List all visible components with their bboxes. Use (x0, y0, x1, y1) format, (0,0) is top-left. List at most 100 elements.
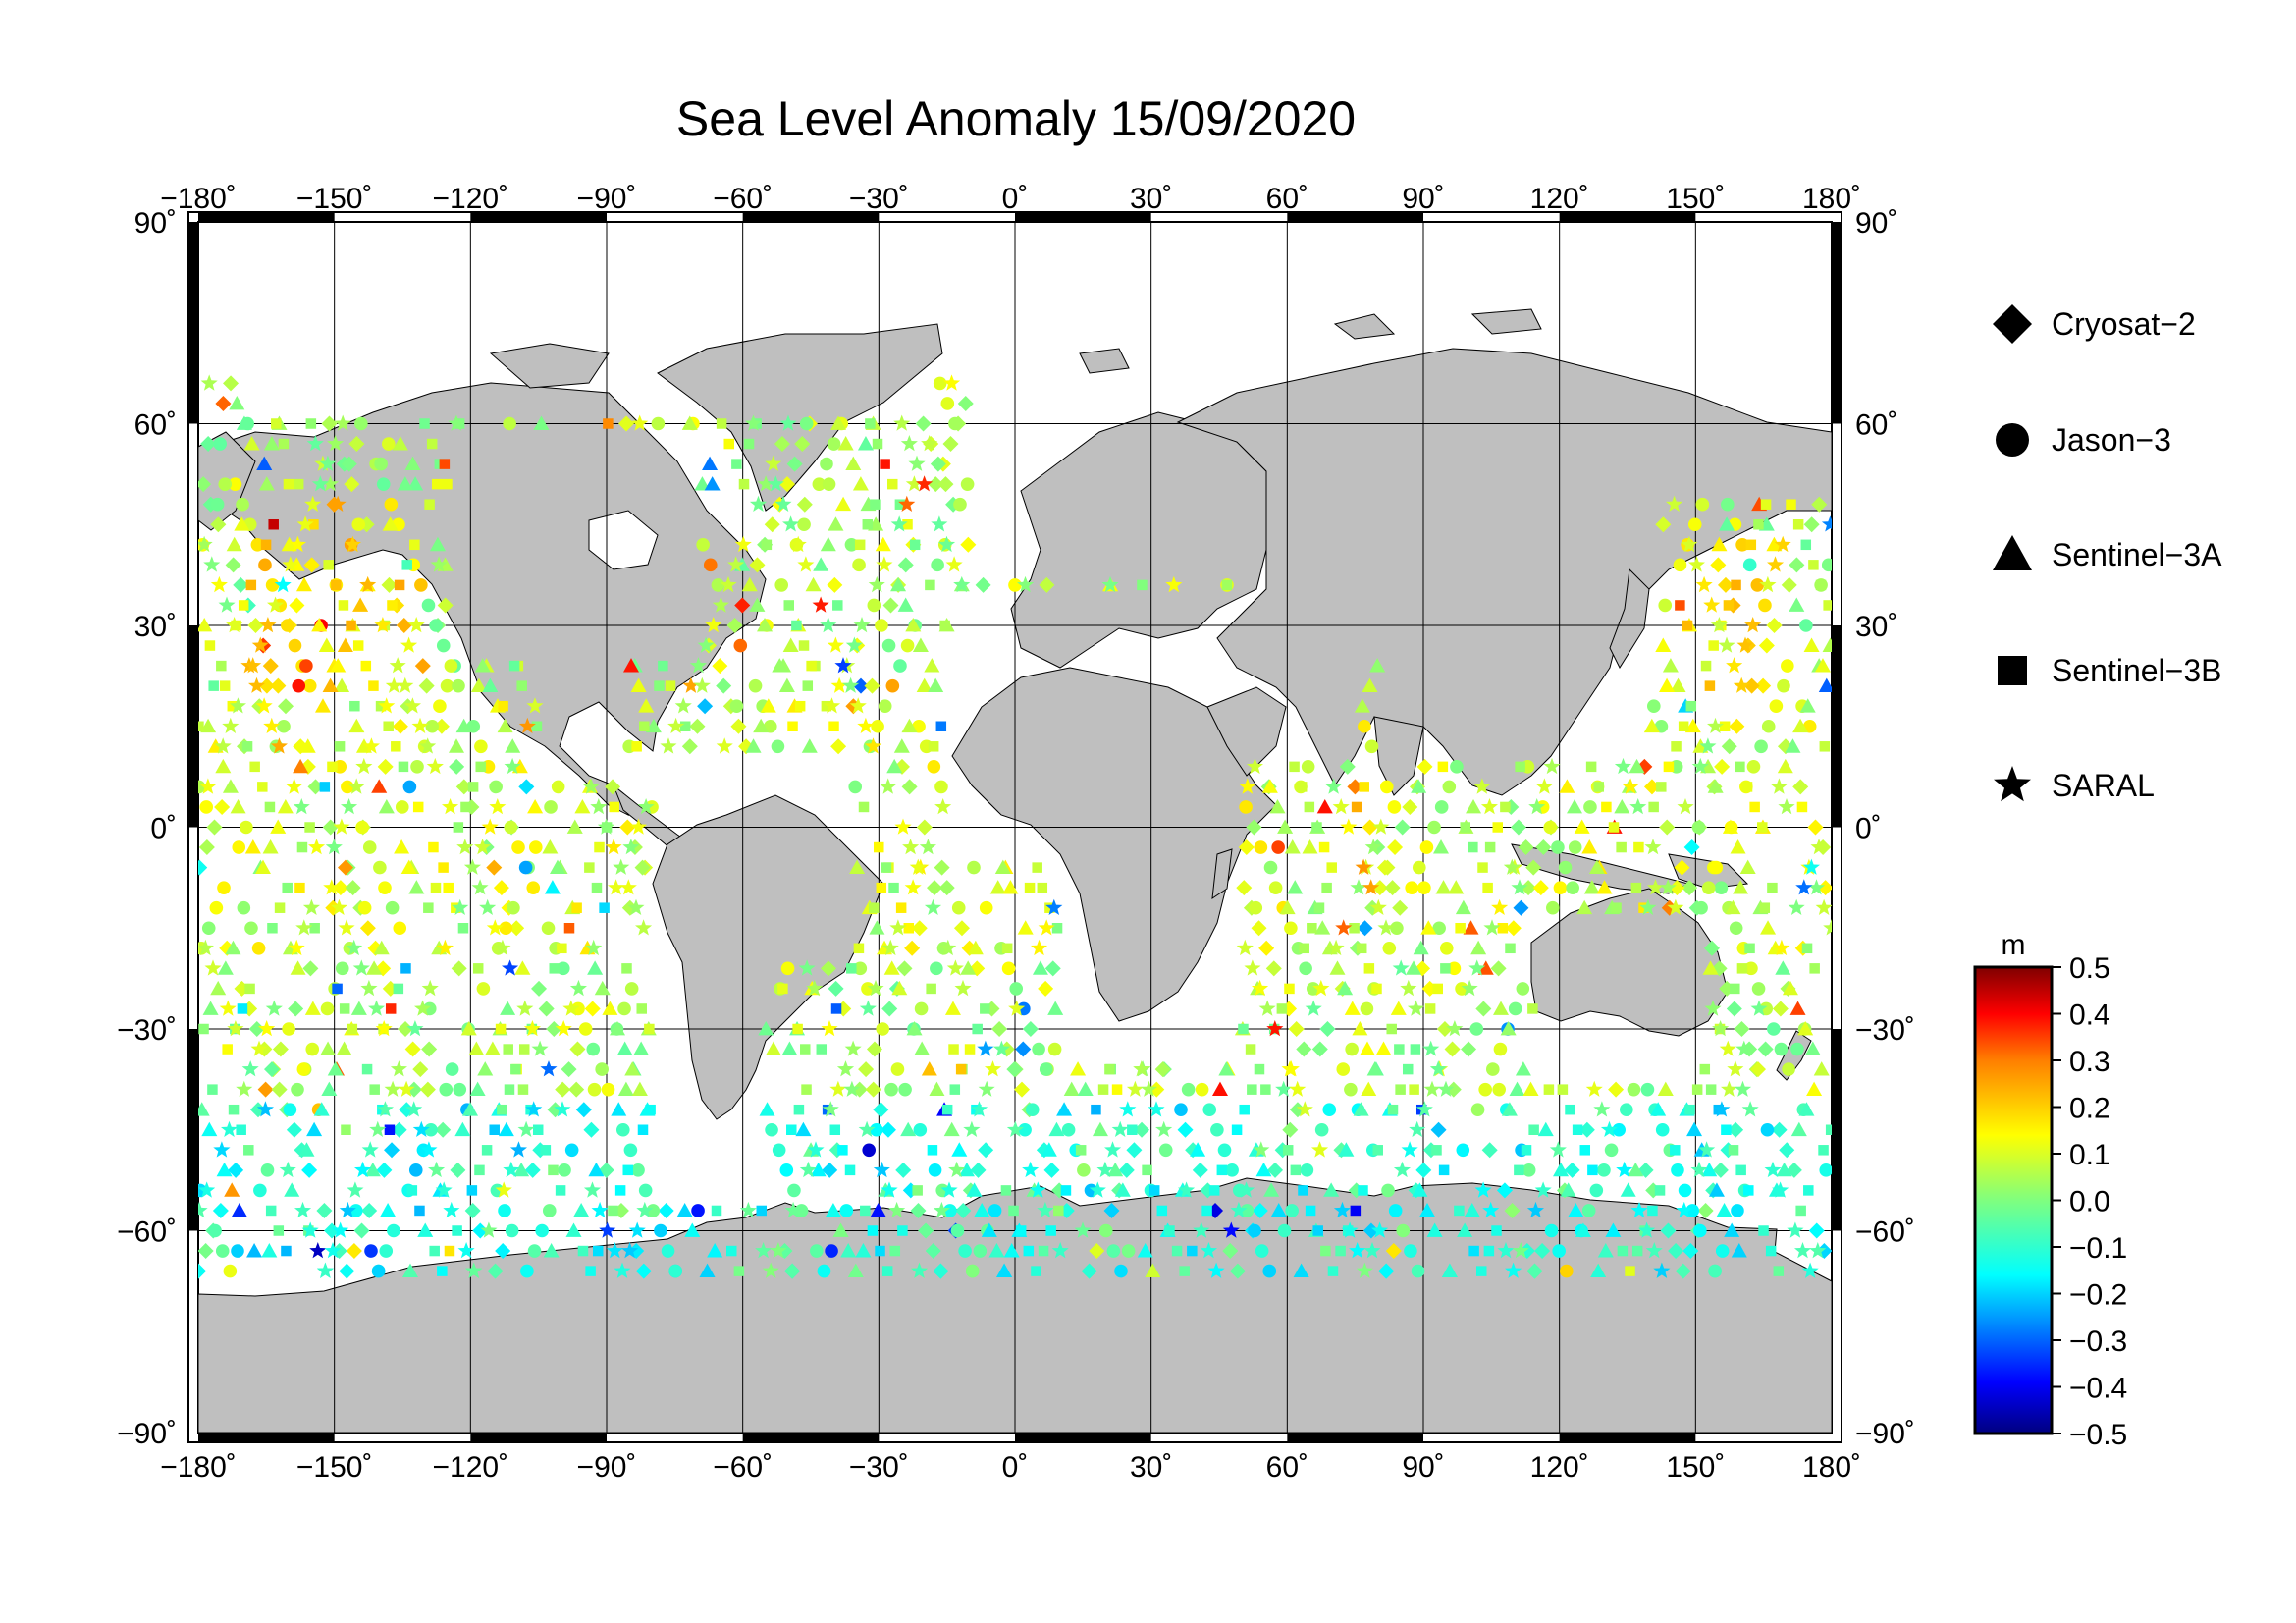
sla-point-circle (1358, 719, 1371, 733)
satellite-legend: Cryosat−2Jason−3Sentinel−3ASentinel−3BSA… (1993, 304, 2222, 803)
sla-point-square (584, 862, 595, 873)
sla-point-triangle (795, 1121, 812, 1137)
sla-point-triangle (994, 859, 1011, 874)
sla-point-triangle (293, 758, 309, 774)
lon-tick-label: 0˚ (1002, 183, 1029, 215)
sla-point-circle (870, 1122, 883, 1137)
sla-point-circle (617, 1001, 631, 1016)
sla-point-triangle (781, 1041, 798, 1055)
sla-point-circle (302, 678, 317, 693)
sla-point-star (1193, 1221, 1210, 1238)
sla-point-diamond (451, 960, 467, 977)
sla-point-square (198, 1023, 209, 1035)
sla-point-square (1678, 721, 1689, 731)
sla-point-circle (661, 1244, 675, 1258)
sla-point-circle (1612, 1122, 1626, 1137)
sla-point-circle (839, 1204, 854, 1217)
sla-point-triangle (1137, 1243, 1153, 1258)
sla-point-star (1535, 778, 1553, 794)
sla-point-star (1703, 596, 1721, 613)
sla-point-star (509, 1141, 527, 1158)
sla-point-circle (379, 1244, 394, 1258)
sla-point-square (1765, 1245, 1777, 1257)
sla-point-star (1074, 1221, 1092, 1238)
sla-point-square (1008, 1205, 1019, 1217)
sla-point-square (1730, 983, 1740, 995)
sla-point-triangle (1574, 819, 1590, 834)
sla-point-diamond (955, 1202, 972, 1218)
sla-point-diamond (1039, 576, 1055, 593)
sla-point-triangle (989, 880, 1006, 894)
sla-point-star (1736, 636, 1754, 653)
sla-point-diamond (991, 1021, 1008, 1037)
sla-point-diamond (433, 718, 450, 734)
sla-point-square (592, 1245, 604, 1257)
sla-point-star (471, 879, 489, 895)
lat-tick-label: 30˚ (134, 611, 177, 643)
sla-point-square (1705, 1084, 1717, 1095)
sla-point-star (198, 1181, 216, 1198)
sla-point-square (948, 1044, 959, 1055)
sla-point-circle (518, 860, 533, 875)
sla-point-star (637, 798, 655, 815)
sla-point-triangle (527, 798, 544, 814)
sla-point-diamond (1384, 880, 1401, 896)
sla-point-square (870, 499, 881, 510)
sla-point-diamond (1816, 1243, 1832, 1260)
sla-point-square (227, 700, 239, 712)
sla-point-diamond (322, 819, 339, 836)
sla-point-square (400, 963, 411, 974)
sla-point-triangle (699, 1263, 716, 1277)
sla-point-square (1684, 1104, 1695, 1115)
sla-point-square (497, 1104, 507, 1115)
sla-point-square (1045, 1225, 1056, 1236)
sla-point-circle (445, 1062, 459, 1076)
sla-point-diamond (1726, 1001, 1742, 1017)
sla-point-diamond (926, 880, 942, 896)
sla-point-diamond (1668, 1243, 1684, 1260)
sla-point-star (282, 556, 299, 572)
sla-point-star (323, 879, 341, 895)
lon-tick-label: 60˚ (1266, 183, 1308, 215)
sla-point-diamond (1564, 1162, 1580, 1178)
sla-point-circle (898, 1082, 912, 1097)
sla-point-star (1638, 1221, 1656, 1238)
sla-point-square (1468, 841, 1478, 853)
sla-point-star (1801, 1262, 1819, 1278)
sla-point-circle (1456, 1143, 1470, 1158)
sla-point-star (259, 617, 277, 633)
sla-point-triangle (1590, 1263, 1607, 1277)
sla-point-circle (376, 477, 391, 491)
sla-point-square (894, 499, 906, 510)
sla-point-circle (1439, 942, 1454, 955)
sla-point-star (1802, 858, 1820, 875)
sla-point-square (1001, 943, 1013, 954)
sla-point-triangle (1804, 1041, 1821, 1055)
sla-point-triangle (1739, 859, 1756, 874)
sla-point-star (1585, 1080, 1603, 1097)
sla-point-square (1760, 499, 1772, 510)
sla-point-triangle (1583, 880, 1600, 894)
sla-point-triangle (1567, 798, 1583, 814)
sla-point-diamond (210, 516, 227, 533)
sla-point-square (339, 1003, 350, 1014)
sla-point-diamond (1513, 899, 1529, 916)
sla-point-star (495, 1181, 512, 1198)
lat-tick-label: −60˚ (1855, 1217, 1915, 1249)
sla-point-star (1333, 1201, 1351, 1218)
sla-point-square (860, 1205, 871, 1217)
sla-point-star (359, 575, 377, 593)
sla-point-star (821, 1020, 838, 1037)
sla-point-diamond (361, 1202, 378, 1218)
sla-point-circle (1077, 1163, 1091, 1177)
sla-point-triangle (217, 960, 234, 975)
sla-point-square (1395, 1084, 1406, 1095)
sla-point-circle (711, 578, 725, 592)
sla-point-triangle (772, 658, 788, 673)
sla-point-diamond (978, 1142, 994, 1159)
sla-point-diamond (866, 1041, 882, 1057)
sla-point-circle (1008, 578, 1022, 592)
sla-point-circle (1174, 1103, 1188, 1116)
sla-point-triangle (1314, 920, 1331, 935)
sla-point-circle (771, 739, 785, 754)
